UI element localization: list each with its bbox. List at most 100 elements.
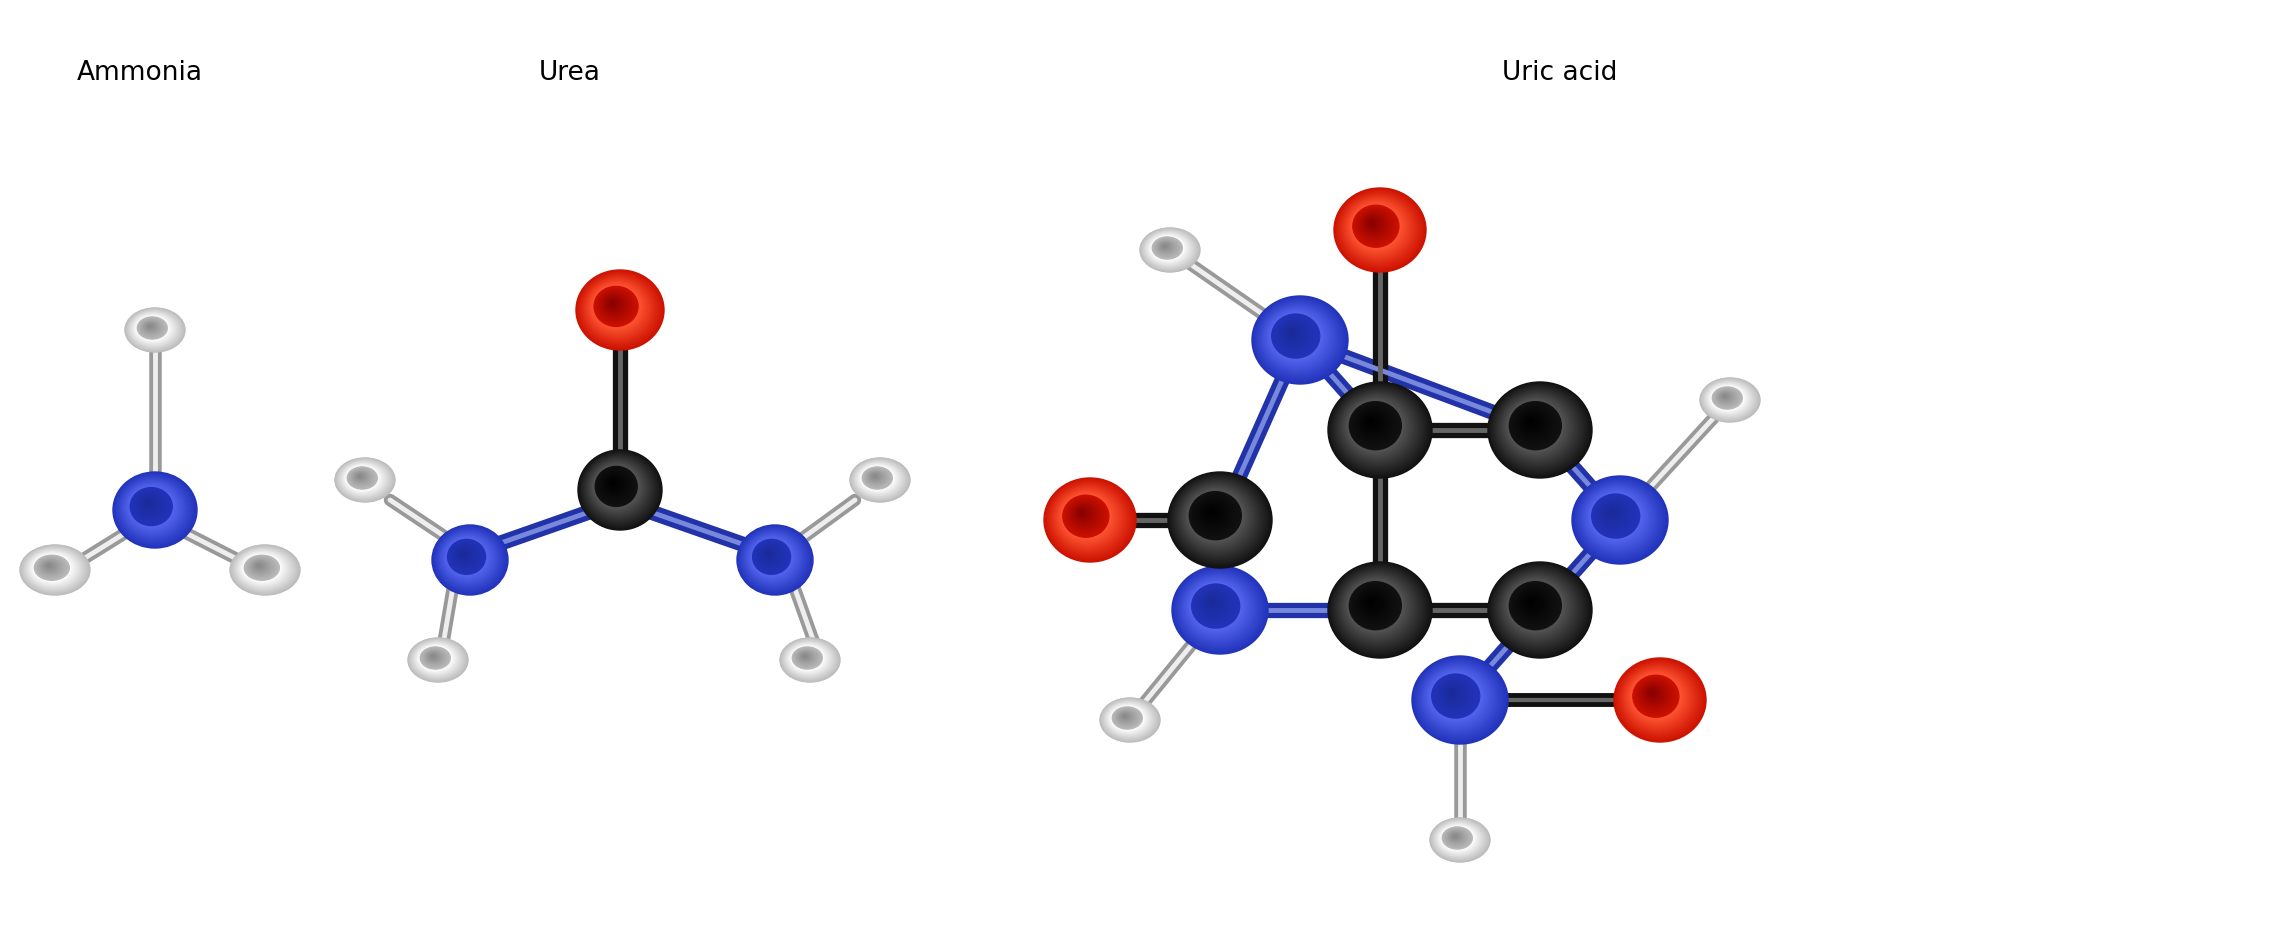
- Ellipse shape: [1156, 240, 1175, 254]
- Ellipse shape: [141, 320, 162, 334]
- Ellipse shape: [1647, 689, 1658, 697]
- Ellipse shape: [39, 558, 64, 577]
- Ellipse shape: [1339, 194, 1417, 264]
- Ellipse shape: [1366, 217, 1380, 230]
- Ellipse shape: [1432, 819, 1487, 861]
- Ellipse shape: [796, 650, 817, 665]
- Ellipse shape: [1353, 585, 1396, 624]
- Ellipse shape: [1629, 672, 1683, 722]
- Ellipse shape: [1152, 237, 1182, 259]
- Ellipse shape: [1645, 686, 1661, 701]
- Ellipse shape: [1435, 822, 1483, 856]
- Ellipse shape: [1722, 393, 1729, 400]
- Ellipse shape: [1286, 329, 1298, 337]
- Ellipse shape: [23, 546, 87, 593]
- Ellipse shape: [755, 542, 787, 571]
- Ellipse shape: [607, 477, 620, 491]
- Ellipse shape: [39, 558, 64, 576]
- Ellipse shape: [146, 323, 155, 331]
- Ellipse shape: [604, 476, 623, 492]
- Ellipse shape: [1344, 577, 1410, 636]
- Ellipse shape: [1191, 583, 1241, 629]
- Ellipse shape: [794, 649, 819, 667]
- Ellipse shape: [443, 534, 493, 581]
- Ellipse shape: [1150, 236, 1186, 261]
- Ellipse shape: [21, 545, 89, 595]
- Ellipse shape: [1592, 496, 1638, 536]
- Ellipse shape: [739, 526, 810, 593]
- Ellipse shape: [1645, 687, 1661, 700]
- Ellipse shape: [1111, 706, 1145, 731]
- Ellipse shape: [1330, 564, 1428, 655]
- Ellipse shape: [792, 647, 823, 670]
- Ellipse shape: [1494, 568, 1583, 649]
- Ellipse shape: [1437, 680, 1471, 710]
- Ellipse shape: [32, 554, 73, 582]
- Ellipse shape: [422, 648, 447, 668]
- Ellipse shape: [1140, 228, 1200, 272]
- Ellipse shape: [1209, 509, 1213, 515]
- Ellipse shape: [417, 645, 454, 672]
- Ellipse shape: [141, 321, 160, 333]
- Ellipse shape: [1350, 403, 1398, 447]
- Ellipse shape: [246, 556, 278, 580]
- Ellipse shape: [1268, 311, 1325, 363]
- Ellipse shape: [1606, 507, 1620, 520]
- Ellipse shape: [27, 550, 80, 588]
- Ellipse shape: [429, 654, 438, 660]
- Ellipse shape: [1444, 828, 1469, 847]
- Ellipse shape: [584, 277, 652, 339]
- Ellipse shape: [1188, 491, 1243, 541]
- Ellipse shape: [23, 547, 87, 592]
- Ellipse shape: [1161, 244, 1168, 249]
- Ellipse shape: [1334, 189, 1426, 271]
- Ellipse shape: [130, 487, 173, 525]
- Ellipse shape: [1622, 666, 1695, 732]
- Ellipse shape: [787, 642, 833, 675]
- Ellipse shape: [244, 556, 278, 580]
- Ellipse shape: [1280, 321, 1309, 348]
- Ellipse shape: [43, 561, 57, 571]
- Ellipse shape: [1275, 317, 1314, 352]
- Ellipse shape: [871, 473, 880, 480]
- Ellipse shape: [1154, 238, 1182, 258]
- Ellipse shape: [1528, 599, 1533, 603]
- Ellipse shape: [144, 322, 157, 332]
- Ellipse shape: [1718, 390, 1736, 405]
- Ellipse shape: [1446, 829, 1469, 846]
- Ellipse shape: [593, 465, 641, 509]
- Ellipse shape: [230, 546, 299, 594]
- Ellipse shape: [230, 545, 301, 595]
- Ellipse shape: [1106, 703, 1150, 734]
- Ellipse shape: [436, 529, 502, 589]
- Ellipse shape: [611, 301, 614, 305]
- Ellipse shape: [1432, 821, 1485, 859]
- Ellipse shape: [1364, 215, 1385, 234]
- Ellipse shape: [1608, 509, 1615, 516]
- Ellipse shape: [1202, 503, 1225, 523]
- Ellipse shape: [1355, 208, 1394, 243]
- Ellipse shape: [1364, 416, 1380, 429]
- Ellipse shape: [871, 474, 878, 479]
- Ellipse shape: [1099, 698, 1161, 742]
- Ellipse shape: [344, 466, 381, 491]
- Ellipse shape: [1439, 680, 1469, 709]
- Ellipse shape: [1583, 486, 1651, 549]
- Ellipse shape: [1713, 387, 1743, 409]
- Ellipse shape: [233, 547, 297, 592]
- Ellipse shape: [1722, 395, 1727, 398]
- Ellipse shape: [1061, 492, 1113, 542]
- Ellipse shape: [251, 560, 271, 575]
- Ellipse shape: [1521, 412, 1544, 435]
- Ellipse shape: [1330, 563, 1430, 656]
- Ellipse shape: [1070, 503, 1097, 527]
- Ellipse shape: [1154, 239, 1177, 256]
- Ellipse shape: [144, 501, 151, 506]
- Ellipse shape: [249, 559, 271, 575]
- Ellipse shape: [121, 479, 187, 538]
- Ellipse shape: [586, 278, 650, 338]
- Ellipse shape: [135, 491, 167, 521]
- Ellipse shape: [139, 319, 164, 336]
- Ellipse shape: [1186, 487, 1248, 545]
- Ellipse shape: [429, 654, 438, 659]
